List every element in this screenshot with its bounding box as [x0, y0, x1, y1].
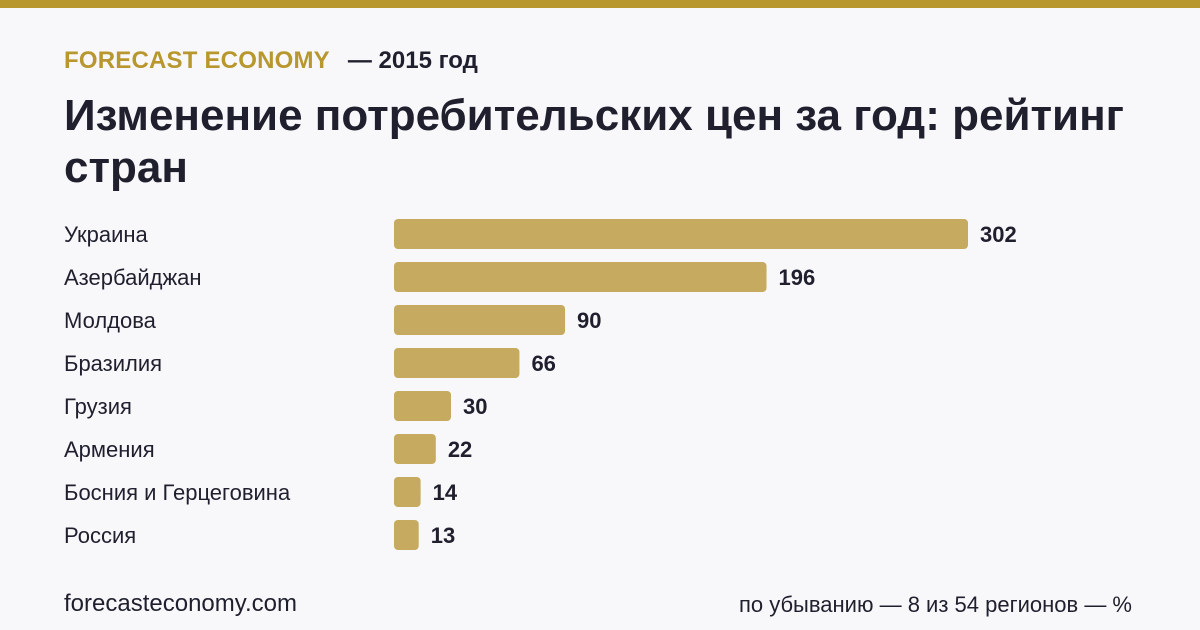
- category-label: Босния и Герцеговина: [64, 480, 291, 505]
- value-label: 13: [431, 523, 455, 548]
- bar: [394, 305, 566, 335]
- bar: [394, 434, 436, 464]
- bar: [394, 391, 452, 421]
- category-label: Украина: [64, 222, 149, 247]
- category-label: Бразилия: [64, 351, 162, 376]
- bar: [394, 219, 968, 249]
- value-label: 22: [448, 437, 472, 462]
- category-label: Азербайджан: [64, 265, 202, 290]
- value-label: 196: [779, 265, 816, 290]
- top-accent-bar: [0, 0, 1200, 8]
- chart-title: Изменение потребительских цен за год: ре…: [64, 91, 1124, 192]
- value-label: 66: [531, 351, 555, 376]
- footer-note: по убыванию — 8 из 54 регионов — %: [738, 592, 1132, 617]
- category-label: Молдова: [64, 308, 157, 333]
- footer-site: forecasteconomy.com: [64, 590, 297, 617]
- category-label: Армения: [64, 437, 155, 462]
- value-label: 14: [433, 480, 458, 505]
- bar: [394, 477, 421, 507]
- bar: [394, 262, 767, 292]
- bar-chart: Украина 302 Азербайджан 196 Молдова 90 Бразили…: [64, 219, 1017, 550]
- bar: [394, 348, 520, 378]
- category-label: Грузия: [64, 394, 132, 419]
- brand-name: FORECAST ECONOMY: [64, 47, 330, 74]
- year-label: — 2015 год: [347, 47, 478, 74]
- category-label: Россия: [64, 523, 136, 548]
- value-label: 302: [980, 222, 1017, 247]
- value-label: 90: [577, 308, 601, 333]
- header: FORECAST ECONOMY — 2015 год: [64, 46, 478, 76]
- value-label: 30: [463, 394, 487, 419]
- bar: [394, 520, 419, 550]
